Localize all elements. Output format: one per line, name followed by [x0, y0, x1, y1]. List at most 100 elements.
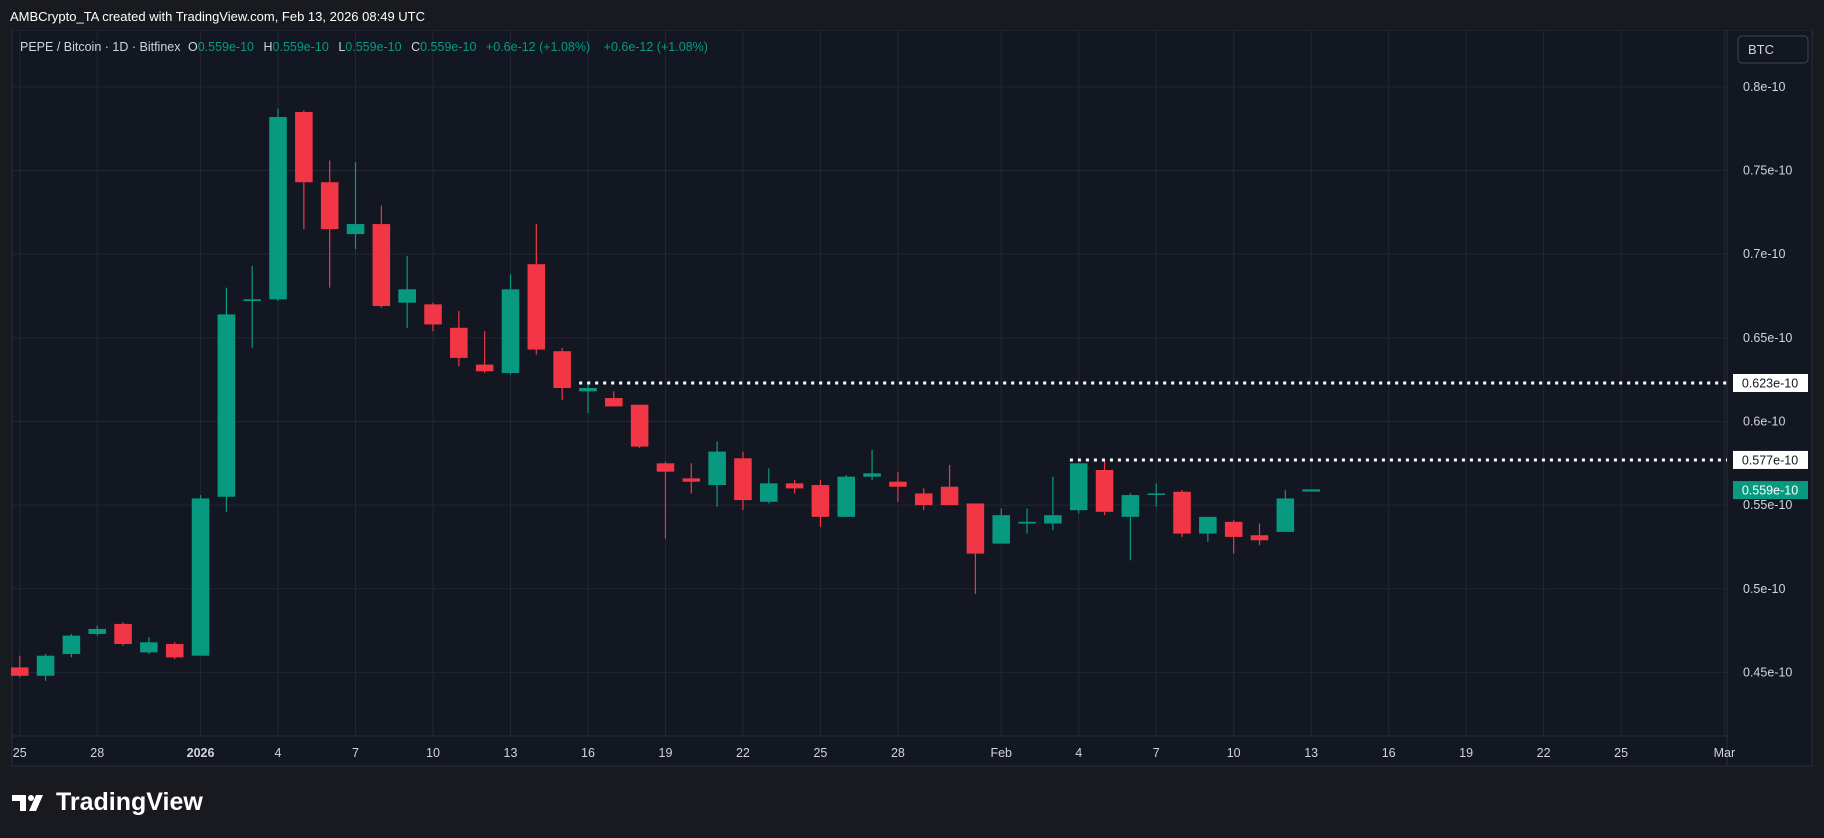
time-tick-label: Mar [1714, 746, 1736, 760]
time-tick-label: Feb [990, 746, 1012, 760]
candle [889, 471, 907, 502]
price-tick-label: 0.8e-10 [1743, 80, 1785, 94]
price-tick-label: 0.6e-10 [1743, 414, 1785, 428]
tradingview-logo: TradingView [12, 788, 203, 817]
candle-body [1121, 495, 1140, 517]
candle [1069, 463, 1088, 514]
candle [656, 461, 675, 539]
candle [1095, 459, 1114, 516]
time-tick-label: 4 [1075, 746, 1082, 760]
candle [88, 625, 107, 636]
candle-body [1044, 515, 1062, 524]
candle [785, 480, 804, 494]
candle-body [191, 498, 210, 656]
candle [346, 162, 365, 250]
time-tick-label: 13 [504, 746, 518, 760]
candle [1250, 523, 1269, 546]
candle [320, 160, 339, 288]
tradingview-logo-icon [12, 794, 43, 811]
time-tick-label: 19 [1459, 746, 1473, 760]
candle-body [656, 463, 675, 472]
candle [424, 302, 442, 332]
currency-button[interactable]: BTC [1737, 35, 1809, 64]
candle-body [1147, 493, 1165, 495]
time-tick-label: 16 [581, 746, 595, 760]
price-tick-label: 0.5e-10 [1743, 582, 1785, 596]
time-tick-label: 10 [1227, 746, 1241, 760]
currency-button-label: BTC [1748, 42, 1774, 57]
candle [1173, 490, 1191, 537]
candle-body [424, 304, 442, 325]
candle-body [217, 314, 236, 497]
time-tick-label: 2026 [187, 746, 215, 760]
price-tick-label: 0.45e-10 [1743, 665, 1792, 679]
price-tick-label: 0.7e-10 [1743, 247, 1785, 261]
level-price-label: 0.577e-10 [1742, 453, 1798, 467]
time-tick-label: 10 [426, 746, 440, 760]
candle-body [501, 289, 520, 373]
candle [837, 475, 856, 517]
candle [1044, 476, 1062, 531]
candle [450, 311, 468, 367]
candle-body [863, 473, 881, 477]
candle-body [682, 478, 701, 482]
price-chart[interactable]: 0.45e-10 0.5e-10 0.55e-10 0.6e-10 0.65e-10 0.… [0, 30, 1824, 770]
candle-body [966, 503, 985, 554]
level-lines: 0.623e-10 0.577e-10 0.559e-10 [579, 374, 1808, 500]
time-tick-label: 7 [352, 746, 359, 760]
credit-bar: AMBCrypto_TA created with TradingView.co… [0, 0, 1824, 30]
candle [243, 265, 261, 348]
candle [940, 464, 959, 506]
candle-body [940, 486, 959, 506]
candle [863, 449, 881, 481]
price-tick-label: 0.65e-10 [1743, 331, 1792, 345]
candle-body [62, 635, 81, 655]
time-tick-label: 19 [659, 746, 673, 760]
time-tick-label: 7 [1153, 746, 1160, 760]
candle-body [527, 264, 546, 350]
candle-body [759, 483, 778, 502]
legend-low-label: L [338, 40, 345, 54]
candle [217, 287, 236, 512]
price-tick-label: 0.55e-10 [1743, 498, 1792, 512]
candle-body [10, 667, 29, 676]
time-tick-label: 28 [90, 746, 104, 760]
candle-body [295, 111, 313, 183]
svg-text:PEPE / Bitcoin · 1D · Bitfinex: PEPE / Bitcoin · 1D · Bitfinex O0.559e-1… [20, 40, 708, 54]
candle-body [398, 289, 416, 303]
candle [62, 633, 81, 658]
time-tick-label: 16 [1382, 746, 1396, 760]
candle [759, 468, 778, 504]
candle-body [165, 643, 184, 658]
candle [630, 404, 649, 449]
candle-body [708, 451, 726, 486]
price-axis: 0.45e-10 0.5e-10 0.55e-10 0.6e-10 0.65e-10 0.… [1743, 80, 1792, 680]
credit-text: AMBCrypto_TA created with TradingView.co… [10, 9, 426, 24]
candle [734, 451, 752, 511]
candle-body [914, 493, 933, 506]
candle-body [785, 483, 804, 489]
candle-body [114, 623, 132, 644]
level-price-badge [1733, 450, 1808, 469]
candle-body [1199, 516, 1217, 534]
candle-body [734, 458, 752, 501]
last-price-label: 0.559e-10 [1742, 484, 1798, 498]
legend-close-label: C [411, 40, 420, 54]
legend-high-value: 0.559e-10 [273, 40, 329, 54]
candle [914, 488, 933, 511]
tradingview-logo-text: TradingView [56, 788, 203, 816]
candle-body [837, 476, 856, 517]
candle-body [1018, 521, 1036, 524]
price-tick-label: 0.75e-10 [1743, 164, 1792, 178]
candle-body [1095, 469, 1114, 512]
candle [682, 463, 701, 494]
candle [398, 255, 416, 328]
candle-body [346, 224, 365, 235]
candle-body [889, 481, 907, 487]
candle-body [811, 485, 830, 517]
time-tick-label: 25 [813, 746, 827, 760]
time-tick-label: 25 [1614, 746, 1628, 760]
candle-body [269, 116, 287, 300]
candle [114, 622, 132, 646]
candle-body [1276, 498, 1295, 532]
